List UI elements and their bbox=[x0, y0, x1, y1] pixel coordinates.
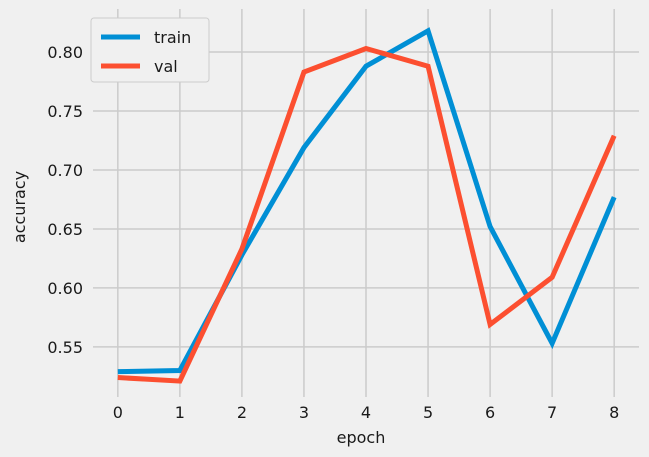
y-tick-label: 0.75 bbox=[47, 102, 83, 121]
series-lines bbox=[117, 27, 617, 384]
legend-box bbox=[90, 17, 210, 83]
x-axis-label: epoch bbox=[337, 428, 386, 447]
legend-label-val: val bbox=[154, 57, 178, 76]
x-tick-label: 0 bbox=[113, 403, 123, 422]
legend-label-train: train bbox=[154, 28, 191, 47]
x-tick-label: 2 bbox=[237, 403, 247, 422]
x-tick-label: 5 bbox=[423, 403, 433, 422]
x-tick-label: 4 bbox=[361, 403, 371, 422]
y-tick-label: 0.65 bbox=[47, 220, 83, 239]
x-tick-label: 1 bbox=[175, 403, 185, 422]
x-axis-ticks: 0 1 2 3 4 5 6 7 8 bbox=[113, 403, 620, 422]
y-axis-label: accuracy bbox=[10, 171, 29, 243]
y-axis-ticks: 0.55 0.60 0.65 0.70 0.75 0.80 bbox=[47, 43, 83, 357]
y-tick-label: 0.70 bbox=[47, 161, 83, 180]
y-tick-label: 0.60 bbox=[47, 279, 83, 298]
grid bbox=[93, 9, 639, 397]
legend: train val bbox=[90, 17, 210, 83]
series-line-val bbox=[117, 45, 617, 384]
x-tick-label: 3 bbox=[299, 403, 309, 422]
x-tick-label: 6 bbox=[485, 403, 495, 422]
x-tick-label: 7 bbox=[547, 403, 557, 422]
y-tick-label: 0.55 bbox=[47, 338, 83, 357]
y-tick-label: 0.80 bbox=[47, 43, 83, 62]
x-tick-label: 8 bbox=[609, 403, 619, 422]
